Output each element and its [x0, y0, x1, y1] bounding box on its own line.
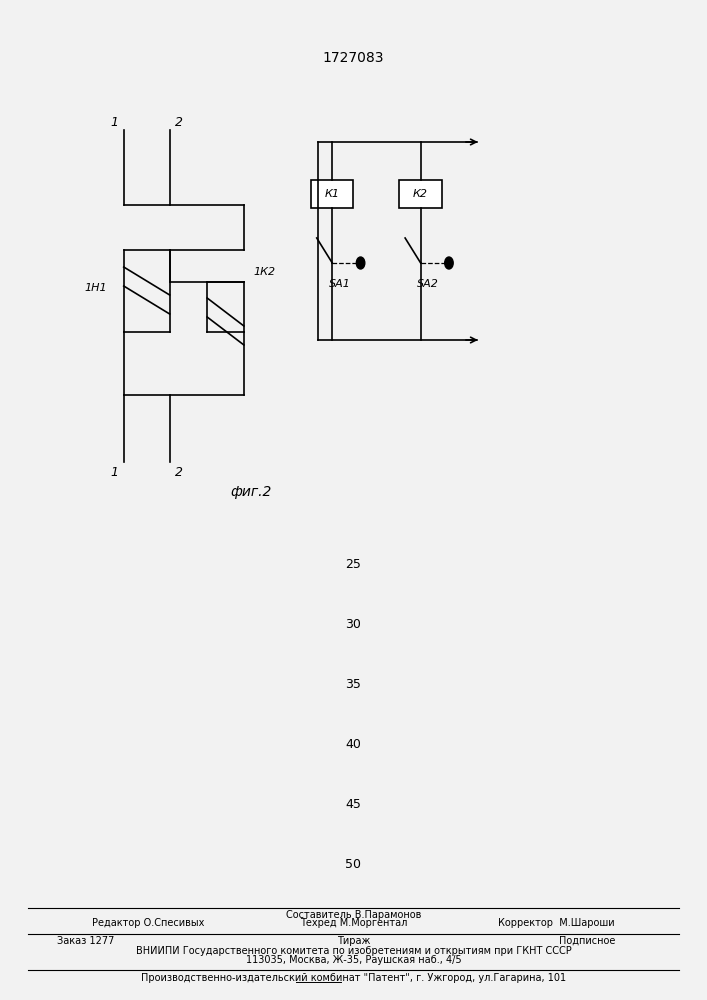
- Text: ВНИИПИ Государственного комитета по изобретениям и открытиям при ГКНТ СССР: ВНИИПИ Государственного комитета по изоб…: [136, 946, 571, 956]
- Text: 45: 45: [346, 798, 361, 812]
- Bar: [311, 180, 354, 208]
- Text: Подписное: Подписное: [559, 936, 615, 946]
- Text: 1: 1: [111, 466, 119, 479]
- Text: Техред М.Моргентал: Техред М.Моргентал: [300, 918, 407, 928]
- Text: фиг.2: фиг.2: [230, 485, 271, 499]
- Text: Производственно-издательский комбинат "Патент", г. Ужгород, ул.Гагарина, 101: Производственно-издательский комбинат "П…: [141, 973, 566, 983]
- Text: 25: 25: [346, 558, 361, 572]
- Text: 2: 2: [175, 115, 183, 128]
- Text: Редактор О.Спесивых: Редактор О.Спесивых: [92, 918, 204, 928]
- Text: Корректор  М.Шароши: Корректор М.Шароши: [498, 918, 615, 928]
- Text: Заказ 1277: Заказ 1277: [57, 936, 114, 946]
- Text: 113035, Москва, Ж-35, Раушская наб., 4/5: 113035, Москва, Ж-35, Раушская наб., 4/5: [246, 955, 461, 965]
- Text: 1727083: 1727083: [323, 51, 384, 65]
- Text: 1Н1: 1Н1: [85, 283, 107, 293]
- Text: 35: 35: [346, 678, 361, 692]
- Text: Составитель В.Парамонов: Составитель В.Парамонов: [286, 910, 421, 920]
- Circle shape: [445, 257, 453, 269]
- Text: К2: К2: [413, 189, 428, 199]
- Text: Тираж: Тираж: [337, 936, 370, 946]
- Text: 1К2: 1К2: [253, 267, 275, 277]
- Text: К1: К1: [325, 189, 340, 199]
- Bar: [399, 180, 442, 208]
- Text: SA2: SA2: [417, 279, 439, 289]
- Text: 50: 50: [346, 858, 361, 871]
- Text: 40: 40: [346, 738, 361, 752]
- Text: 1: 1: [111, 115, 119, 128]
- Circle shape: [356, 257, 365, 269]
- Text: 30: 30: [346, 618, 361, 632]
- Text: 2: 2: [175, 466, 183, 479]
- Text: SA1: SA1: [329, 279, 351, 289]
